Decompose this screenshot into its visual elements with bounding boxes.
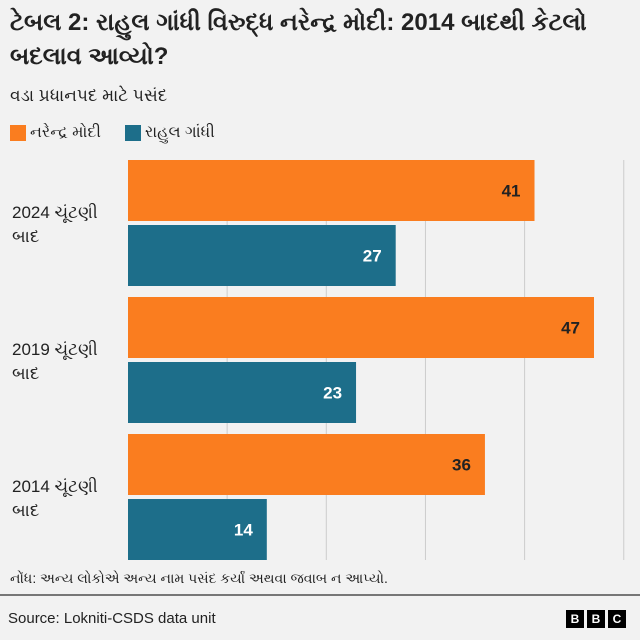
data-label: 47 <box>561 319 580 338</box>
bar <box>128 434 485 495</box>
bar <box>128 225 396 286</box>
data-label: 41 <box>502 182 521 201</box>
legend-item-rahul: રાહુલ ગાંધી <box>124 124 215 142</box>
chart-note: નોંધ: અન્ય લોકોએ અન્ય નામ પસંદ કર્યાં અથ… <box>10 570 388 586</box>
legend: નરેન્દ્ર મોદી રાહુલ ગાંધી <box>10 124 239 142</box>
category-label: 2024 ચૂંટણી બાદ <box>12 203 98 246</box>
legend-swatch <box>124 125 141 141</box>
data-label: 14 <box>234 521 253 540</box>
data-label: 23 <box>323 384 342 403</box>
data-label: 36 <box>452 456 471 475</box>
legend-label: રાહુલ ગાંધી <box>144 124 215 141</box>
data-label: 27 <box>363 247 382 266</box>
category-label: 2014 ચૂંટણી બાદ <box>12 477 98 520</box>
chart-subtitle: વડા પ્રધાનપદ માટે પસંદ <box>10 86 168 105</box>
category-label: 2019 ચૂંટણી બાદ <box>12 340 98 383</box>
bar <box>128 297 594 358</box>
legend-label: નરેન્દ્ર મોદી <box>30 124 101 141</box>
bar <box>128 160 535 221</box>
legend-swatch <box>10 125 26 141</box>
legend-item-modi: નરેન્દ્ર મોદી <box>10 124 101 142</box>
divider <box>0 594 640 596</box>
source: Source: Lokniti-CSDS data unit <box>8 610 216 627</box>
bar <box>128 499 267 560</box>
bar <box>128 362 357 423</box>
chart-title: ટેબલ 2: રાહુલ ગાંધી વિરુદ્ધ નરેન્દ્ર મોદ… <box>10 9 587 70</box>
